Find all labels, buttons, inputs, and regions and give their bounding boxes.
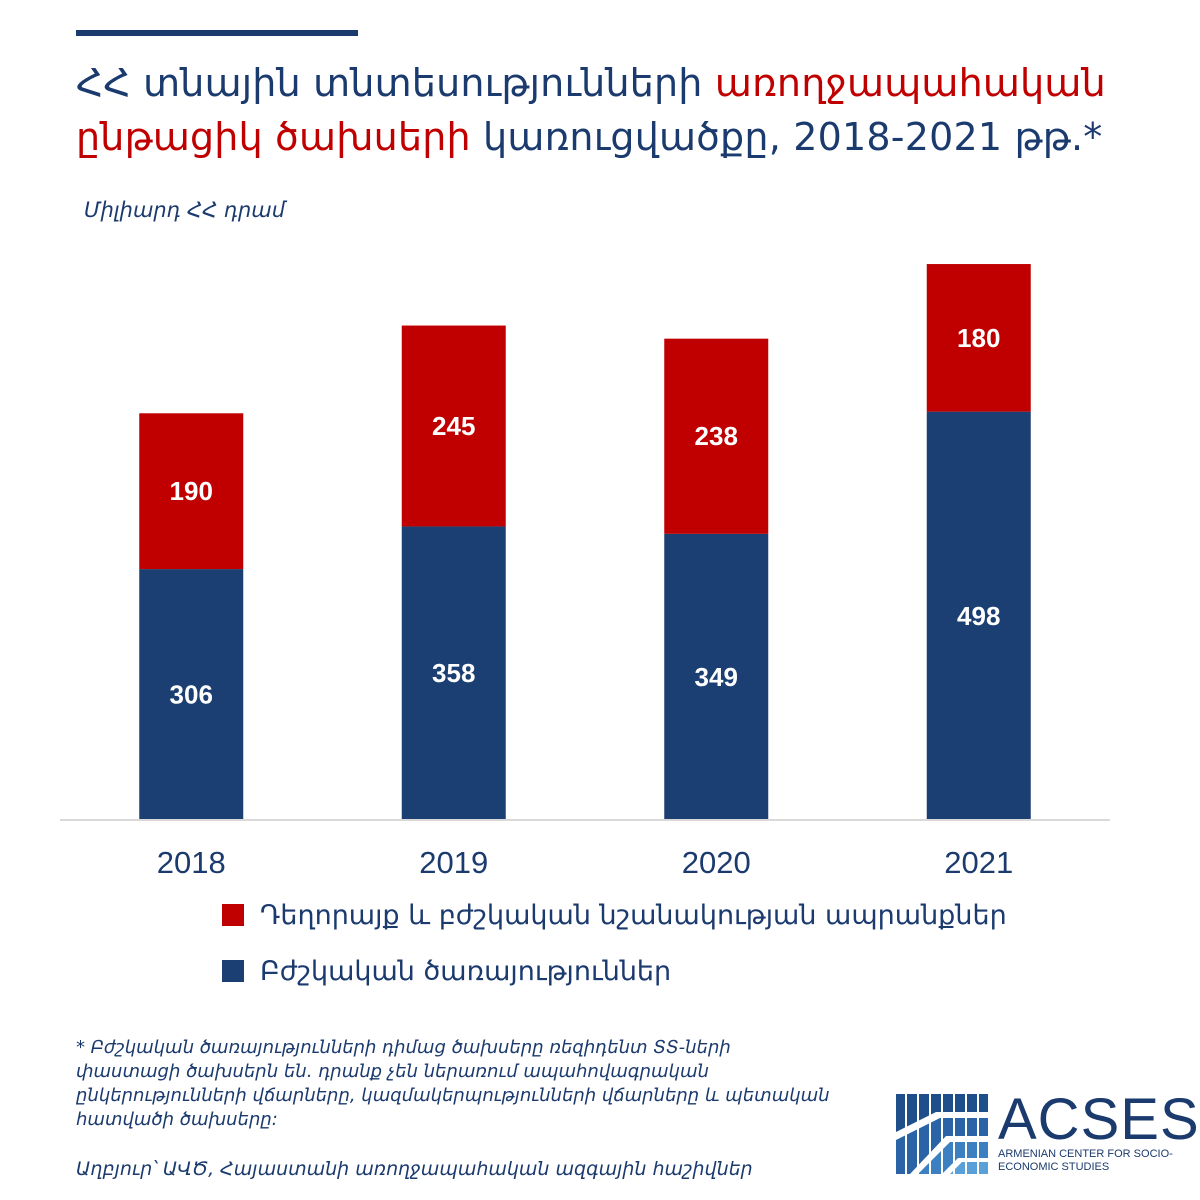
title-part-3: կառուցվածքը, 2018-2021 թթ.* [470,115,1103,159]
title-part-1: ՀՀ տնային տնտեսությունների [76,61,715,105]
x-tick-label-2020: 2020 [682,845,751,880]
data-label-services-2020: 349 [695,662,738,692]
legend-item-services: Բժշկական ծառայություններ [222,955,1007,987]
data-label-goods-2018: 190 [170,476,213,506]
x-tick-label-2021: 2021 [944,845,1013,880]
legend-item-goods: Դեղորայք և բժշկական նշանակության ապրանքն… [222,899,1007,931]
source-note: Աղբյուր՝ ԱՎԾ, Հայաստանի առողջապահական ազ… [76,1158,753,1180]
legend-label-services: Բժշկական ծառայություններ [260,955,672,987]
stadium-logo-icon [896,1092,992,1176]
title-part-2-highlight: առողջապահական ընթացիկ ծախսերի [76,61,1106,159]
bar-services-2021 [926,411,1031,820]
data-label-services-2019: 358 [432,658,475,688]
legend: Դեղորայք և բժշկական նշանակության ապրանքն… [222,900,1007,1012]
bar-goods-2020 [664,338,769,534]
data-label-services-2018: 306 [170,680,213,710]
title-accent-rule [76,30,358,36]
bar-services-2019 [401,526,506,820]
data-label-services-2021: 498 [957,601,1000,631]
footnote: * Բժշկական ծառայությունների դիմաց ծախսեր… [76,1037,830,1130]
legend-swatch-services [222,960,244,982]
logo-wordmark: ACSES [998,1087,1200,1152]
x-tick-label-2018: 2018 [157,845,226,880]
data-label-goods-2021: 180 [957,323,1000,353]
bar-goods-2021 [926,264,1031,412]
chart-title: ՀՀ տնային տնտեսությունների առողջապահական… [76,56,1176,164]
logo-subtitle: ARMENIAN CENTER FOR SOCIO-ECONOMIC STUDI… [998,1148,1173,1173]
data-label-goods-2019: 245 [432,411,475,441]
data-label-goods-2020: 238 [695,421,738,451]
x-tick-label-2019: 2019 [419,845,488,880]
bar-goods-2018 [139,413,244,570]
acses-logo: ACSES ARMENIAN CENTER FOR SOCIO-ECONOMIC… [896,1087,1199,1182]
legend-swatch-goods [222,904,244,926]
bar-services-2018 [139,569,244,820]
unit-label: Միլիարդ ՀՀ դրամ [84,198,286,222]
bar-services-2020 [664,533,769,820]
bar-goods-2019 [401,325,506,527]
stacked-bar-chart: 306 190 2018 358 245 2019 349 238 2020 498 180 2021 [60,264,1110,880]
legend-label-goods: Դեղորայք և բժշկական նշանակության ապրանքն… [260,899,1007,931]
